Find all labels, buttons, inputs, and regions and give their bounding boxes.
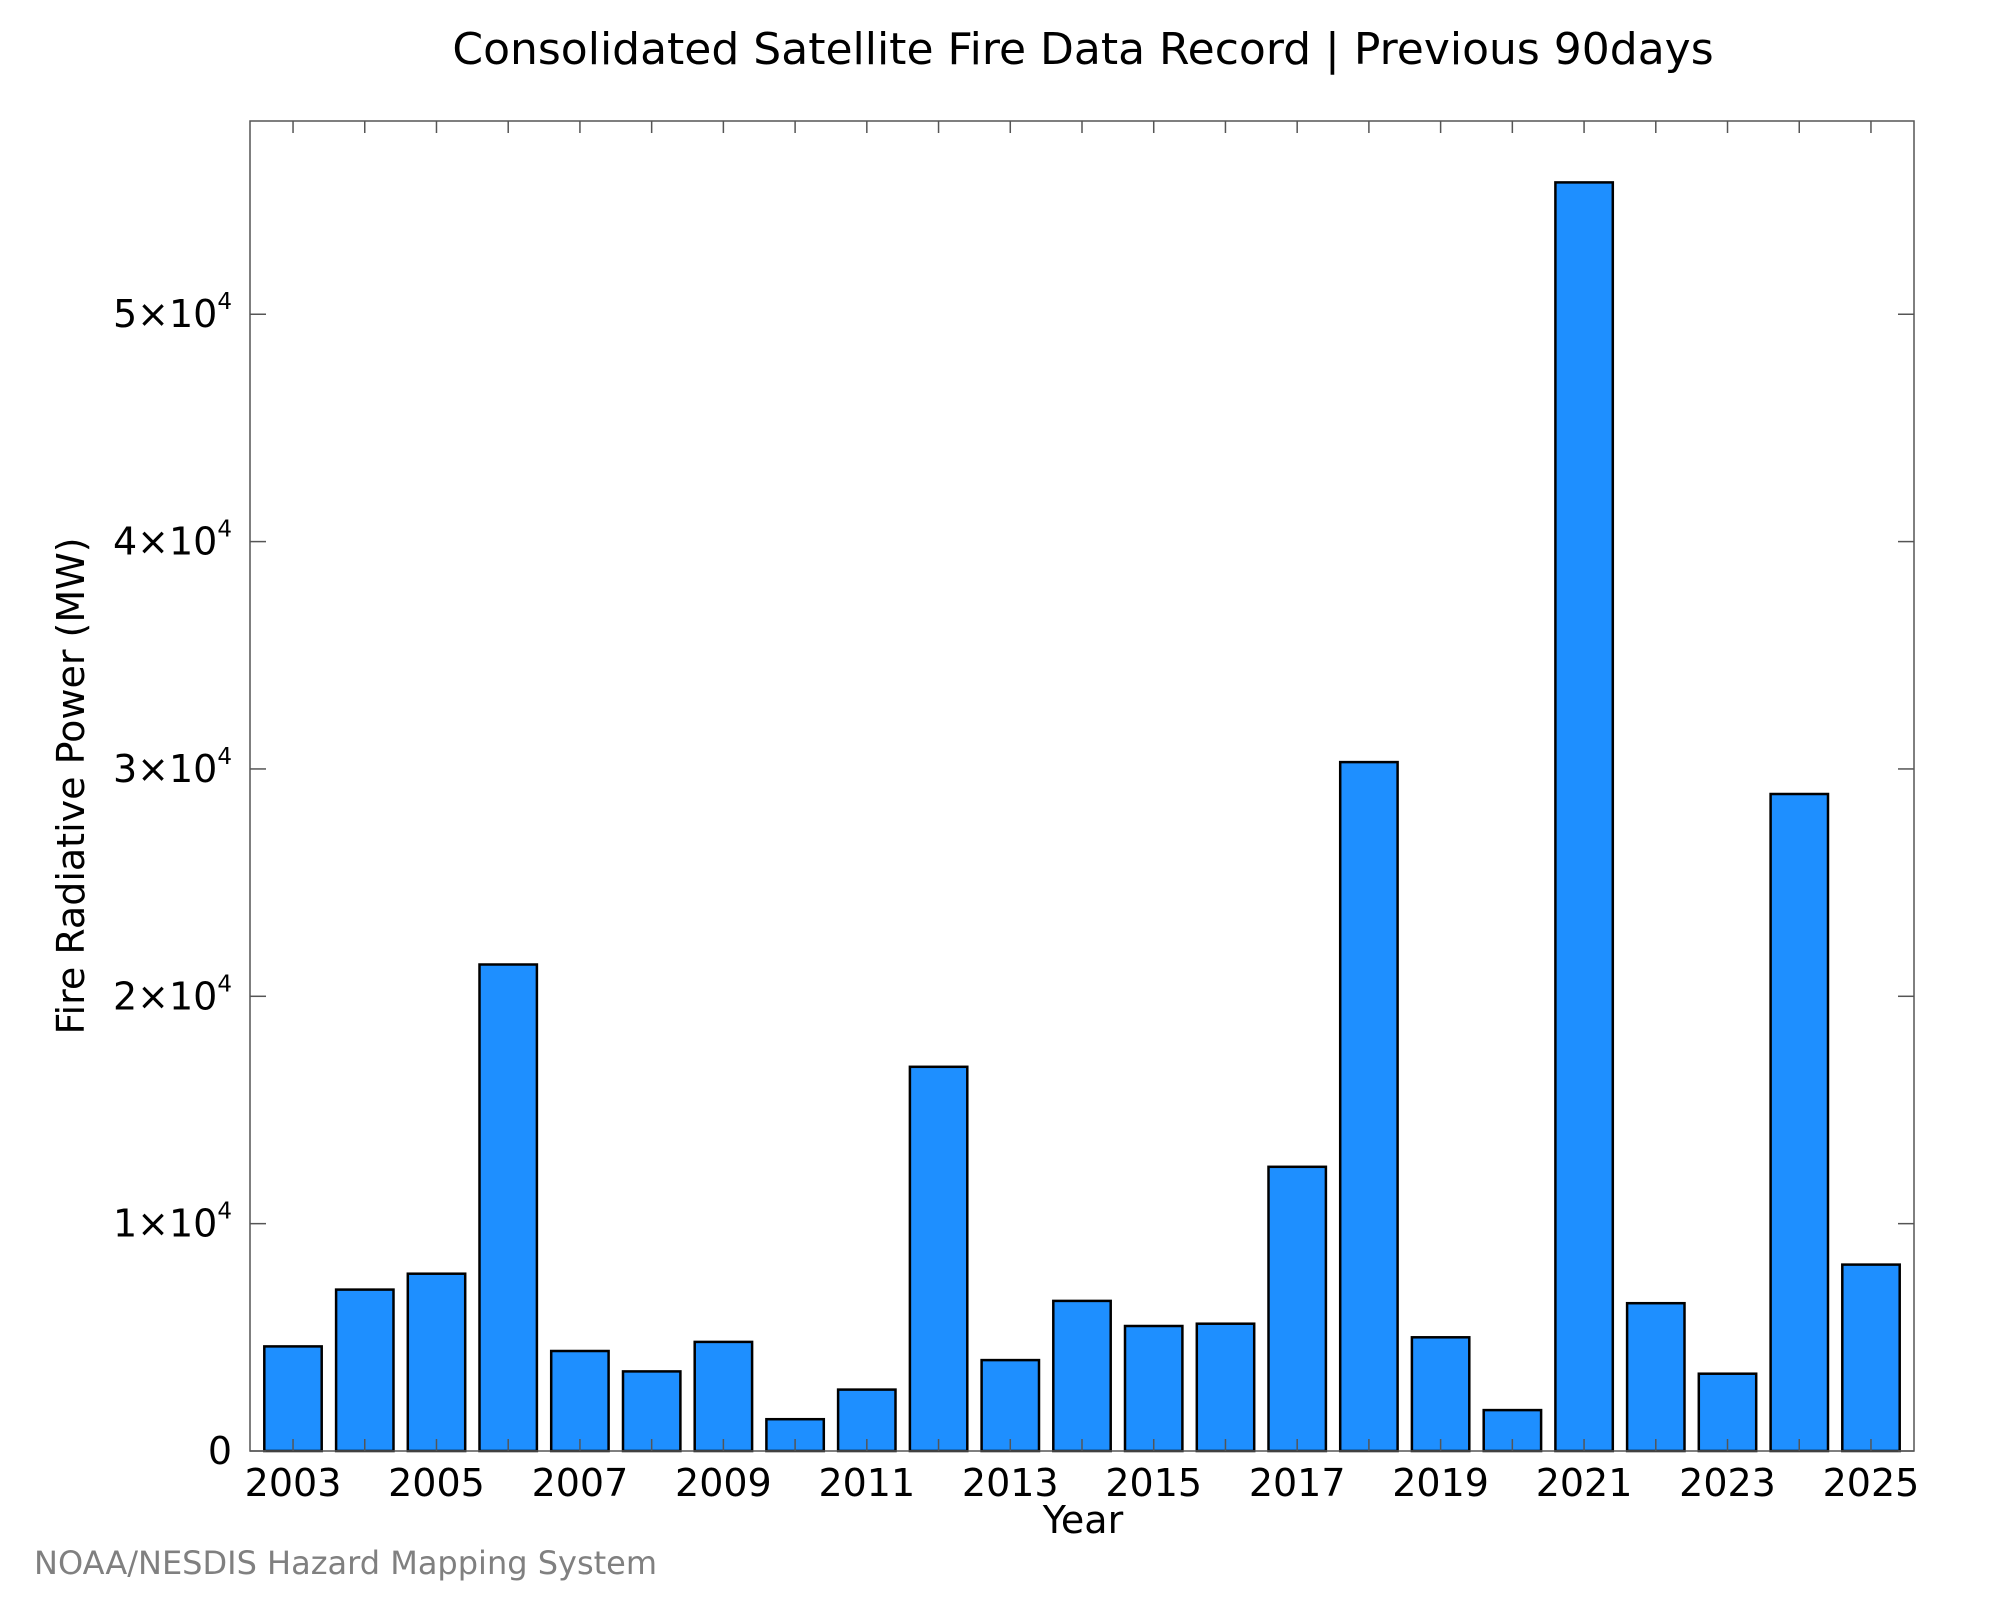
x-tick-label-2005: 2005 bbox=[388, 1461, 485, 1505]
bar-2016 bbox=[1195, 1322, 1256, 1453]
x-tick-label-2023: 2023 bbox=[1679, 1461, 1776, 1505]
x-tick-label-2017: 2017 bbox=[1249, 1461, 1346, 1505]
x-tick-label-2019: 2019 bbox=[1392, 1461, 1489, 1505]
bar-2017 bbox=[1267, 1165, 1328, 1453]
bar-2005 bbox=[406, 1272, 467, 1453]
bar-2009 bbox=[693, 1340, 754, 1453]
bar-2012 bbox=[908, 1065, 969, 1453]
bar-2019 bbox=[1410, 1336, 1471, 1453]
x-tick-label-2011: 2011 bbox=[818, 1461, 915, 1505]
x-tick-label-2003: 2003 bbox=[245, 1461, 342, 1505]
bar-2013 bbox=[980, 1358, 1041, 1453]
y-tick-label-30000: 3×104 bbox=[113, 744, 232, 791]
y-tick-label-50000: 5×104 bbox=[113, 289, 232, 336]
chart-title: Consolidated Satellite Fire Data Record … bbox=[452, 24, 1713, 75]
bar-2014 bbox=[1052, 1299, 1112, 1453]
x-tick-label-2021: 2021 bbox=[1536, 1461, 1633, 1505]
bar-2007 bbox=[549, 1349, 610, 1453]
y-tick-label-40000: 4×104 bbox=[113, 517, 232, 564]
y-tick-label-20000: 2×104 bbox=[113, 971, 232, 1018]
bar-2025 bbox=[1841, 1263, 1901, 1453]
bar-2018 bbox=[1338, 760, 1399, 1453]
y-tick-label-0: 0 bbox=[208, 1429, 232, 1473]
bars-group bbox=[263, 181, 1901, 1453]
bar-2004 bbox=[334, 1288, 395, 1453]
bar-2006 bbox=[478, 963, 539, 1453]
x-tick-label-2013: 2013 bbox=[962, 1461, 1059, 1505]
bar-2003 bbox=[263, 1345, 323, 1453]
bar-2015 bbox=[1123, 1324, 1184, 1453]
y-axis-label: Fire Radiative Power (MW) bbox=[49, 537, 93, 1034]
bar-2021 bbox=[1554, 181, 1615, 1453]
x-tick-label-2007: 2007 bbox=[532, 1461, 629, 1505]
x-tick-label-2025: 2025 bbox=[1823, 1461, 1920, 1505]
x-tick-label-2009: 2009 bbox=[675, 1461, 772, 1505]
source-credit: NOAA/NESDIS Hazard Mapping System bbox=[34, 1544, 657, 1582]
y-axis-ticks: 0 1×104 2×104 3×104 4×104 5×104 bbox=[113, 289, 1914, 1473]
x-axis-label: Year bbox=[1042, 1498, 1124, 1542]
y-tick-label-10000: 1×104 bbox=[113, 1199, 232, 1246]
bar-2024 bbox=[1769, 792, 1830, 1453]
bar-2022 bbox=[1625, 1301, 1686, 1453]
bar-2008 bbox=[621, 1370, 682, 1453]
x-tick-label-2015: 2015 bbox=[1105, 1461, 1202, 1505]
x-axis-ticks: 2003 2005 2007 2009 2011 2013 2015 2017 2019 2021… bbox=[245, 121, 1920, 1505]
